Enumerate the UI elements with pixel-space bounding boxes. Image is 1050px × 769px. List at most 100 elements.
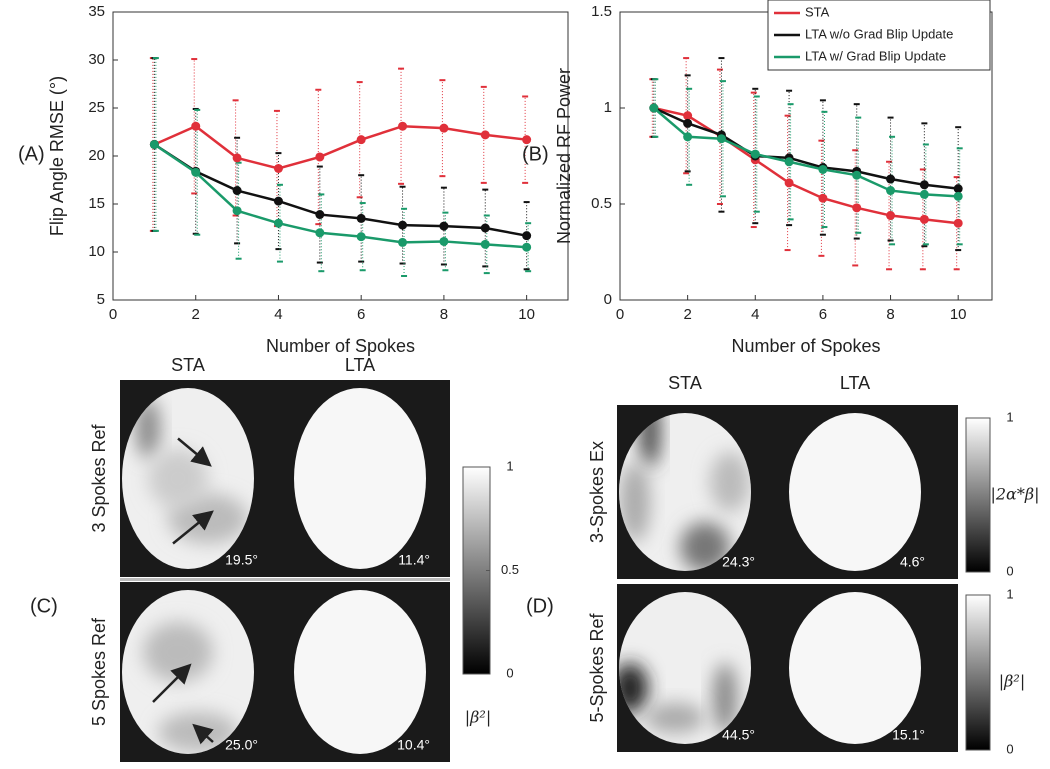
data-point bbox=[356, 213, 366, 223]
x-tick-label: 8 bbox=[440, 306, 448, 323]
y-axis-label: Normalized RF Power bbox=[554, 68, 574, 244]
brain-image bbox=[789, 413, 921, 571]
data-point bbox=[273, 163, 283, 173]
column-header: STA bbox=[668, 373, 702, 393]
data-point bbox=[919, 189, 929, 199]
y-tick-label: 20 bbox=[88, 147, 105, 164]
series-line bbox=[153, 124, 527, 170]
colorbar-label: |2α*β| bbox=[990, 485, 1039, 504]
rmse-label: 44.5° bbox=[722, 727, 755, 743]
y-tick-label: 0.5 bbox=[591, 195, 612, 212]
data-point bbox=[919, 214, 929, 224]
rmse-label: 15.1° bbox=[892, 727, 925, 743]
series-line bbox=[153, 143, 527, 249]
data-point bbox=[522, 242, 532, 252]
y-tick-label: 30 bbox=[88, 51, 105, 68]
data-point bbox=[649, 103, 659, 113]
x-tick-label: 6 bbox=[819, 306, 827, 323]
data-point bbox=[356, 232, 366, 242]
series-line bbox=[653, 107, 959, 198]
row-label: 5 Spokes Ref bbox=[89, 617, 109, 726]
colorbar bbox=[965, 594, 991, 751]
x-tick-label: 6 bbox=[357, 306, 365, 323]
legend-label: LTA w/ Grad Blip Update bbox=[805, 48, 946, 63]
rmse-label: 25.0° bbox=[225, 737, 258, 753]
colorbar-tick-label: 1 bbox=[1006, 409, 1013, 424]
x-tick-label: 10 bbox=[518, 306, 535, 323]
data-point bbox=[852, 170, 862, 180]
y-tick-label: 10 bbox=[88, 243, 105, 260]
column-header: LTA bbox=[840, 373, 870, 393]
data-point bbox=[398, 237, 408, 247]
data-point bbox=[398, 220, 408, 230]
data-point bbox=[522, 135, 532, 145]
data-point bbox=[784, 157, 794, 167]
panel-label: (C) bbox=[30, 595, 58, 617]
series-line bbox=[653, 106, 959, 225]
rmse-label: 10.4° bbox=[397, 737, 430, 753]
data-point bbox=[149, 139, 159, 149]
x-tick-label: 4 bbox=[751, 306, 759, 323]
data-point bbox=[439, 236, 449, 246]
data-point bbox=[398, 121, 408, 131]
x-tick-label: 0 bbox=[109, 306, 117, 323]
x-tick-label: 4 bbox=[274, 306, 282, 323]
colorbar-tick-label: 1 bbox=[1006, 586, 1013, 601]
y-tick-label: 1 bbox=[604, 99, 612, 116]
data-point bbox=[273, 218, 283, 228]
colorbar-label: |β²| bbox=[999, 672, 1025, 691]
rmse-label: 11.4° bbox=[398, 552, 430, 568]
y-axis-label: Flip Angle RMSE (°) bbox=[47, 76, 67, 236]
colorbar-tick-label: 1 bbox=[506, 458, 513, 473]
data-point bbox=[315, 210, 325, 220]
data-point bbox=[439, 123, 449, 133]
data-point bbox=[683, 111, 693, 121]
data-point bbox=[818, 193, 828, 203]
colorbar bbox=[462, 466, 491, 675]
colorbar-tick-label: 0 bbox=[1006, 563, 1013, 578]
y-tick-label: 15 bbox=[88, 195, 105, 212]
data-point bbox=[480, 130, 490, 140]
legend-label: STA bbox=[805, 4, 830, 19]
data-point bbox=[716, 134, 726, 144]
y-tick-label: 0 bbox=[604, 291, 612, 308]
data-point bbox=[191, 121, 201, 131]
data-point bbox=[852, 203, 862, 213]
x-tick-label: 0 bbox=[616, 306, 624, 323]
arrow bbox=[192, 723, 214, 745]
brain-image bbox=[294, 388, 426, 569]
data-point bbox=[750, 149, 760, 159]
data-point bbox=[191, 167, 201, 177]
y-tick-label: 1.5 bbox=[591, 3, 612, 20]
x-axis-label: Number of Spokes bbox=[266, 336, 415, 356]
arrow bbox=[177, 437, 212, 467]
colorbar-tick-label: 0.5 bbox=[501, 562, 519, 577]
rmse-label: 24.3° bbox=[722, 554, 755, 570]
data-point bbox=[315, 152, 325, 162]
plot-frame bbox=[112, 11, 569, 301]
series-line bbox=[153, 143, 527, 237]
data-point bbox=[232, 153, 242, 163]
y-tick-label: 5 bbox=[97, 291, 105, 308]
data-point bbox=[522, 231, 532, 241]
data-point bbox=[784, 178, 794, 188]
data-point bbox=[953, 184, 963, 194]
data-point bbox=[953, 191, 963, 201]
x-tick-label: 2 bbox=[192, 306, 200, 323]
x-tick-label: 2 bbox=[683, 306, 691, 323]
data-point bbox=[886, 186, 896, 196]
blob bbox=[620, 462, 650, 542]
data-point bbox=[683, 118, 693, 128]
panel-label: (D) bbox=[526, 595, 554, 617]
data-point bbox=[886, 174, 896, 184]
x-tick-label: 8 bbox=[886, 306, 894, 323]
data-point bbox=[356, 135, 366, 145]
row-label: 3-Spokes Ex bbox=[587, 441, 607, 543]
colorbar-tick-label: 0 bbox=[506, 665, 513, 680]
blob bbox=[713, 663, 737, 733]
data-point bbox=[919, 180, 929, 190]
column-header: LTA bbox=[345, 355, 375, 375]
panel-label: (A) bbox=[18, 143, 45, 165]
colorbar bbox=[965, 417, 991, 573]
